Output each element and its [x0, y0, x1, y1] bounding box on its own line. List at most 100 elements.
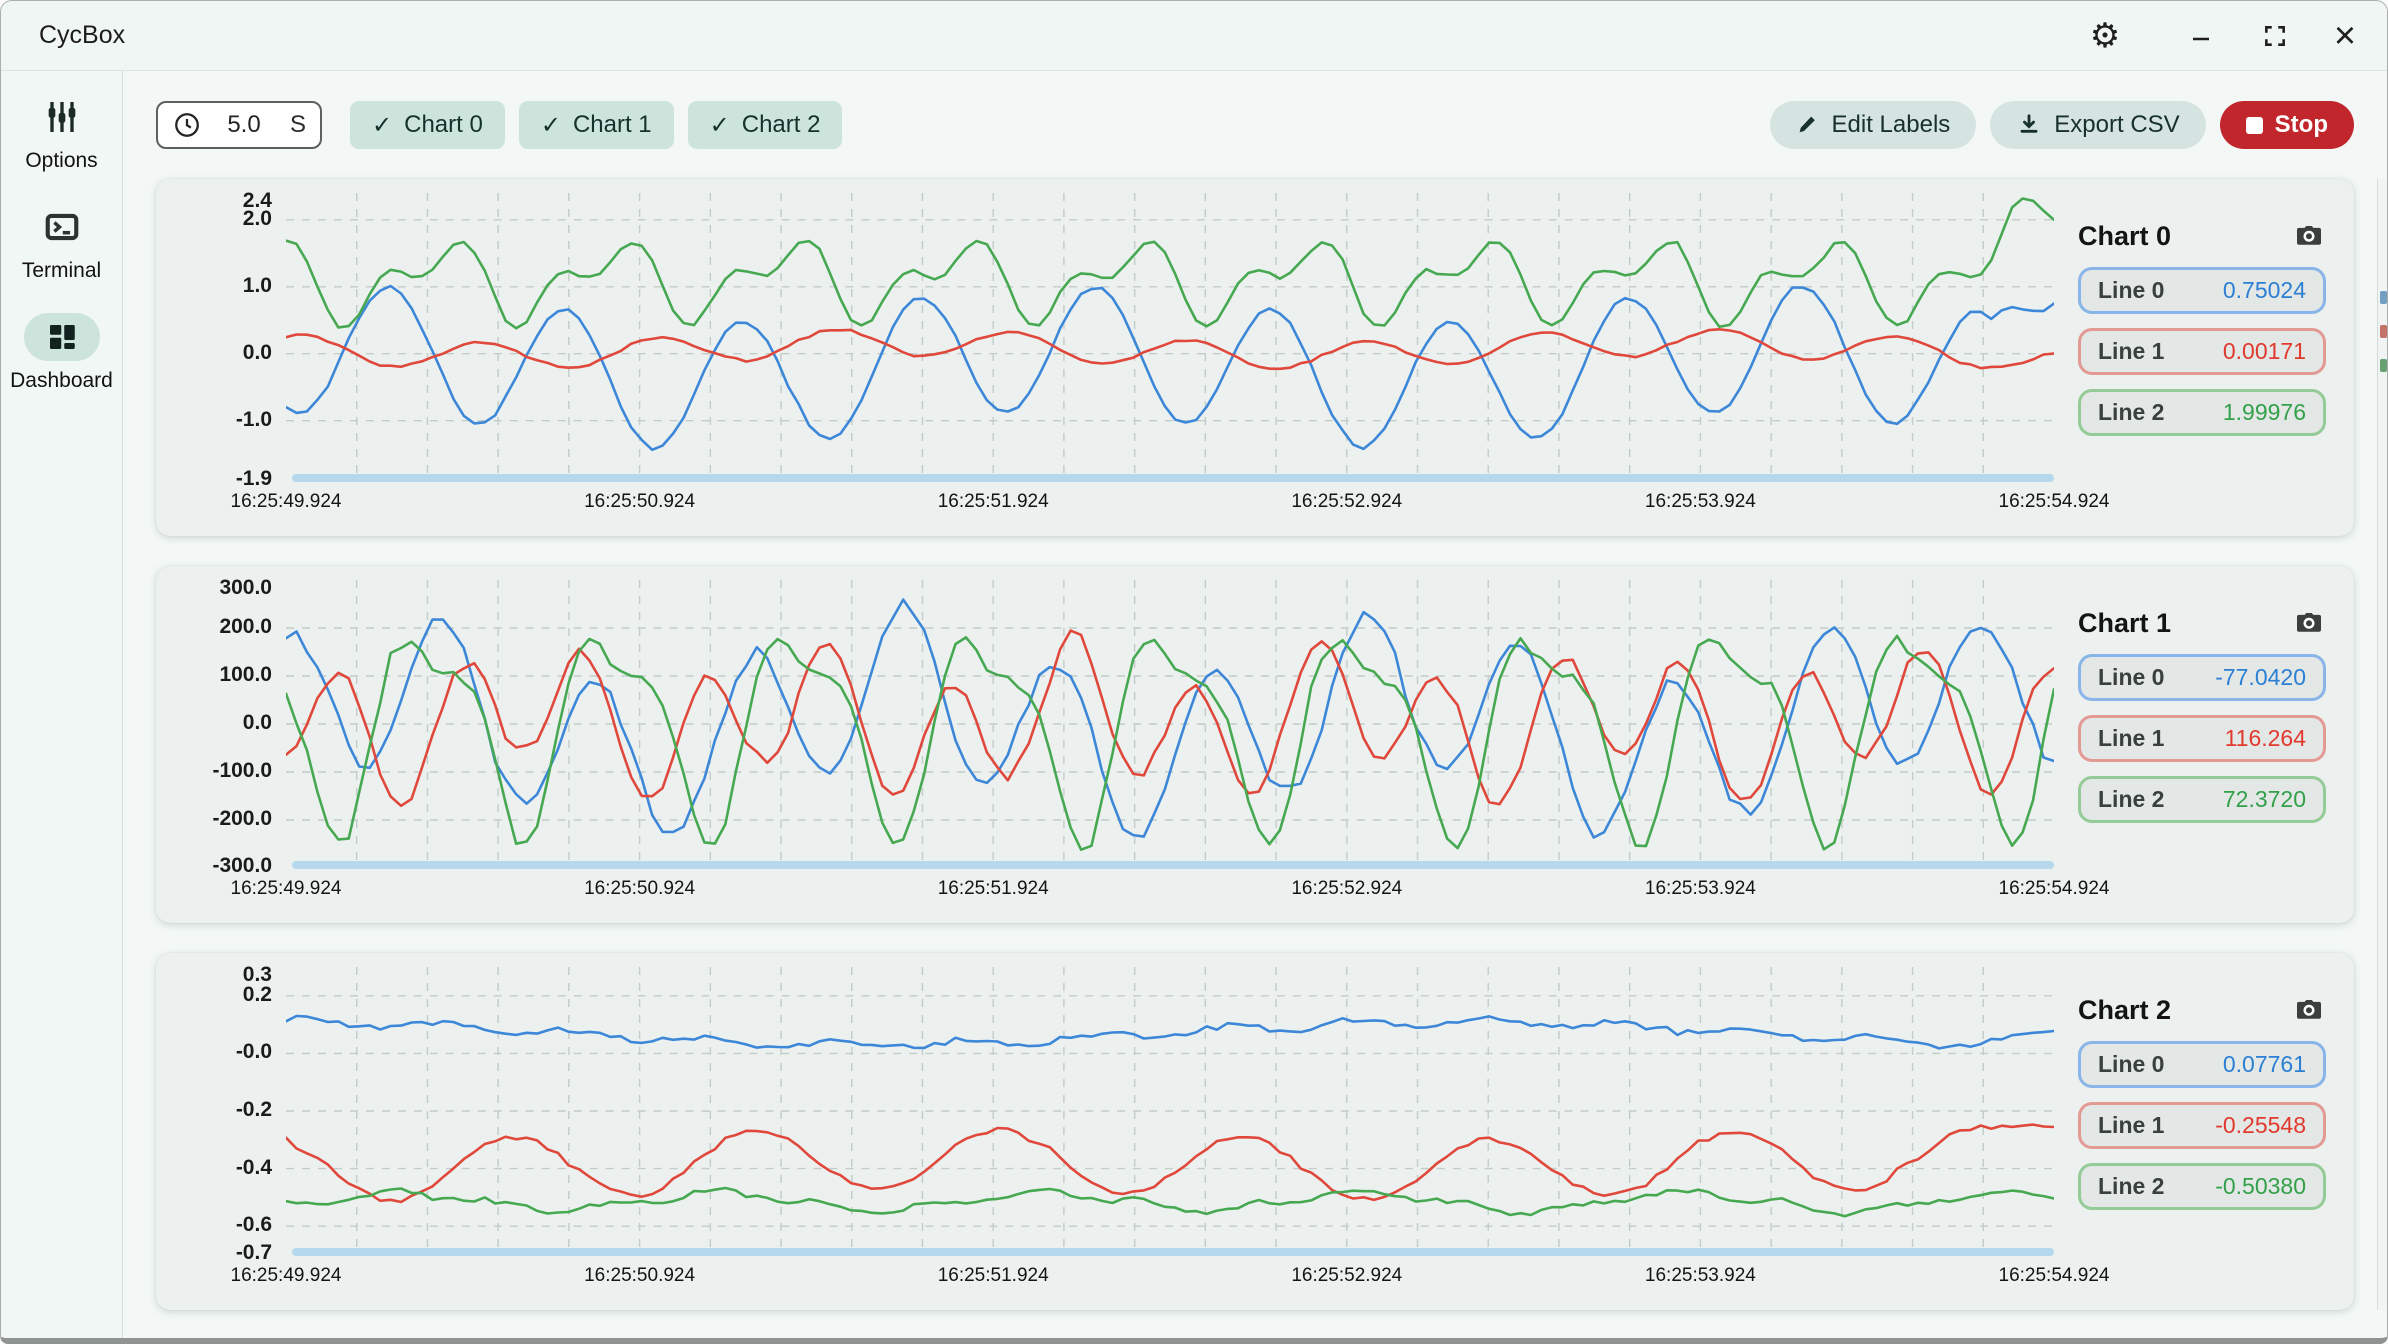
edit-labels-label: Edit Labels [1831, 111, 1951, 138]
x-tick-label: 16:25:49.924 [230, 878, 342, 899]
line-label: Line 1 [2098, 1112, 2165, 1138]
interval-unit-label: S [290, 111, 307, 138]
line-value: 0.75024 [2222, 277, 2306, 303]
legend-badge-line-1[interactable]: Line 1 116.264 [2078, 715, 2326, 762]
camera-icon [2297, 613, 2321, 632]
y-axis: 2.4 2.0 1.0 0.0 -1.0 -1.9 [156, 190, 286, 490]
chart-card-2: 0.3 0.2 -0.0 -0.2 -0.4 -0.6 -0.7 16:25:49.924 1… [156, 953, 2354, 1310]
y-tick-label: -200.0 [212, 807, 272, 830]
y-tick-label: 200.0 [219, 615, 272, 638]
y-tick-label: 0.0 [242, 711, 272, 734]
plot-area [286, 193, 2054, 482]
check-icon: ✓ [372, 111, 393, 139]
time-progress-bar [292, 474, 2054, 482]
legend-badge-line-0[interactable]: Line 0 -77.0420 [2078, 654, 2326, 701]
toggle-label: Chart 2 [741, 111, 821, 138]
legend-header: Chart 2 [2078, 993, 2326, 1027]
stop-label: Stop [2274, 111, 2328, 138]
settings-button[interactable]: ⚙ [2077, 8, 2133, 64]
plot-area [286, 580, 2054, 869]
line-plot [286, 967, 2054, 1255]
toggle-chart-1[interactable]: ✓ Chart 1 [518, 101, 674, 149]
maximize-button[interactable] [2247, 8, 2303, 64]
chart-title: Chart 1 [2078, 607, 2172, 638]
minimize-button[interactable] [2173, 8, 2229, 64]
legend-header: Chart 1 [2078, 606, 2326, 640]
x-tick-label: 16:25:52.924 [1291, 878, 1403, 899]
series-line-1 [286, 1123, 2054, 1204]
terminal-icon [24, 203, 100, 251]
legend-badge-line-2[interactable]: Line 2 -0.50380 [2078, 1163, 2326, 1210]
snapshot-camera-button[interactable] [2292, 606, 2326, 640]
time-progress-bar [292, 1248, 2054, 1256]
chart-column: 16:25:49.924 16:25:50.924 16:25:51.924 16:2… [231, 967, 2109, 1286]
sidebar-item-terminal[interactable]: Terminal [1, 199, 122, 287]
x-tick-label: 16:25:53.924 [1644, 491, 1756, 512]
series-line-0 [286, 1014, 2054, 1050]
legend-badge-line-1[interactable]: Line 1 -0.25548 [2078, 1102, 2326, 1149]
line-plot [286, 580, 2054, 868]
series-line-2 [286, 634, 2054, 851]
line-value: -0.50380 [2215, 1173, 2306, 1199]
sidebar: Options Terminal [1, 71, 123, 1338]
y-axis-min-label: -0.7 [235, 1241, 272, 1264]
close-button[interactable]: × [2317, 8, 2373, 64]
sidebar-item-label: Dashboard [10, 369, 113, 392]
minimize-icon [2193, 37, 2209, 40]
line-value: -0.25548 [2215, 1112, 2306, 1138]
y-axis-max-label: 0.3 [242, 963, 272, 986]
legend-badge-line-1[interactable]: Line 1 0.00171 [2078, 328, 2326, 375]
series-line-2 [286, 197, 2054, 330]
dashboard-icon [23, 313, 100, 361]
titlebar: CycBox ⚙ × [1, 1, 2387, 71]
y-tick-label: 0.2 [242, 982, 272, 1006]
interval-input[interactable] [212, 110, 276, 140]
series-line-2 [286, 1186, 2054, 1218]
stop-icon [2245, 116, 2263, 134]
y-tick-label: -0.6 [235, 1213, 272, 1237]
line-value: 0.00171 [2222, 338, 2306, 364]
window-controls: × [2173, 8, 2373, 64]
line-label: Line 2 [2098, 399, 2165, 425]
clipped-badge-fragment [2380, 359, 2387, 372]
x-tick-label: 16:25:51.924 [937, 491, 1049, 512]
legend-badge-line-0[interactable]: Line 0 0.75024 [2078, 267, 2326, 314]
clipped-badge-fragment [2380, 291, 2387, 304]
sidebar-item-dashboard[interactable]: Dashboard [1, 309, 122, 397]
snapshot-camera-button[interactable] [2292, 219, 2326, 253]
edit-labels-button[interactable]: Edit Labels [1769, 101, 1977, 149]
legend-header: Chart 0 [2078, 219, 2326, 253]
series-line-1 [286, 328, 2054, 371]
grid-lines [286, 193, 2054, 481]
chart-card-1: 300.0 200.0 100.0 0.0 -100.0 -200.0 -300.0 16:… [156, 566, 2354, 923]
legend-badge-line-2[interactable]: Line 2 1.99976 [2078, 389, 2326, 436]
stop-button[interactable]: Stop [2219, 101, 2354, 149]
sidebar-item-label: Options [25, 149, 98, 172]
time-progress-bar [292, 861, 2054, 869]
chart-column: 16:25:49.924 16:25:50.924 16:25:51.924 16:2… [231, 580, 2109, 899]
close-icon: × [2333, 14, 2357, 57]
sidebar-item-label: Terminal [21, 259, 102, 282]
y-tick-label: -100.0 [212, 759, 272, 782]
x-tick-label: 16:25:49.924 [230, 491, 342, 512]
chart-legend: Chart 2 Line 0 0.07761 [2054, 967, 2354, 1255]
export-csv-button[interactable]: Export CSV [1990, 101, 2206, 149]
toggle-chart-0[interactable]: ✓ Chart 0 [350, 101, 505, 149]
y-axis-min-label: -1.9 [235, 467, 272, 490]
y-axis: 0.3 0.2 -0.0 -0.2 -0.4 -0.6 -0.7 [156, 963, 286, 1264]
line-value: 72.3720 [2222, 786, 2306, 812]
sidebar-item-options[interactable]: Options [1, 89, 122, 177]
titlebar-actions: ⚙ × [2077, 1, 2387, 70]
legend-badge-line-2[interactable]: Line 2 72.3720 [2078, 776, 2326, 823]
toggle-label: Chart 1 [572, 111, 652, 138]
y-axis-min-label: -300.0 [212, 854, 272, 877]
legend-badge-line-0[interactable]: Line 0 0.07761 [2078, 1041, 2326, 1088]
y-tick-label: 100.0 [219, 663, 272, 686]
main-content: S ✓ Chart 0 ✓ Chart 1 ✓ Chart 2 [123, 71, 2387, 1338]
snapshot-camera-button[interactable] [2292, 993, 2326, 1027]
y-tick-label: -0.0 [235, 1040, 272, 1064]
y-tick-label: 2.0 [242, 206, 272, 230]
toggle-chart-2[interactable]: ✓ Chart 2 [687, 101, 843, 149]
grid-lines [286, 580, 2054, 868]
